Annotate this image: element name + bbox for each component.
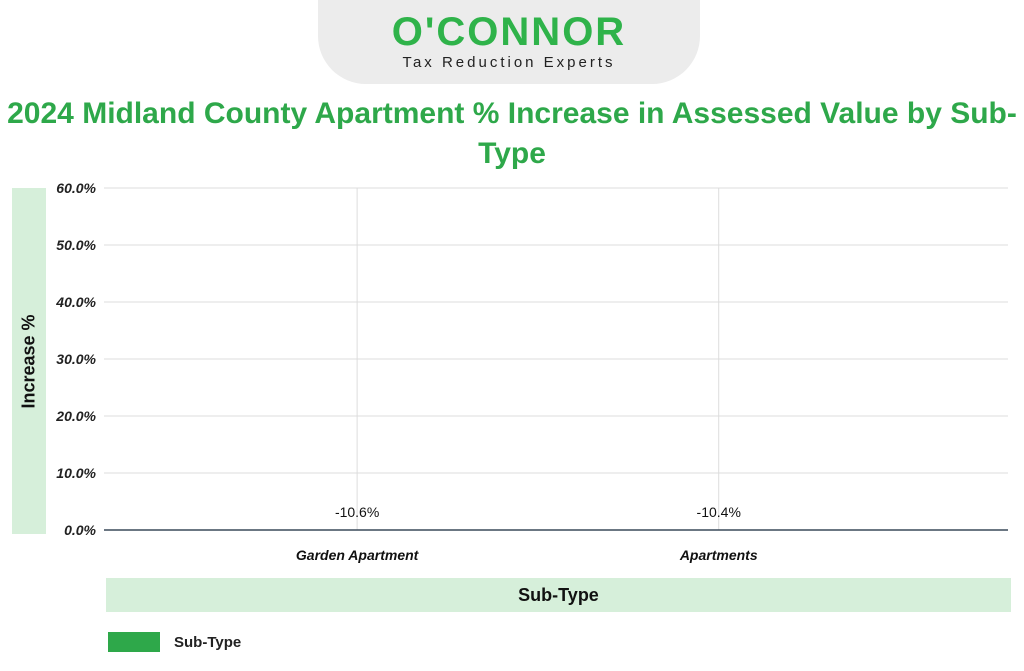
y-axis-band xyxy=(12,188,46,534)
chart-title: 2024 Midland County Apartment % Increase… xyxy=(7,97,1017,170)
x-tick-label: Garden Apartment xyxy=(296,547,420,563)
y-tick-label: 60.0% xyxy=(56,180,96,196)
y-tick-label: 10.0% xyxy=(56,465,96,481)
y-tick-label: 40.0% xyxy=(55,294,96,310)
x-tick-label: Apartments xyxy=(679,547,758,563)
y-tick-label: 0.0% xyxy=(64,522,96,538)
data-label: -10.6% xyxy=(335,504,379,520)
legend: Sub-Type xyxy=(108,632,241,652)
logo-tagline: Tax Reduction Experts xyxy=(402,54,616,71)
y-tick-label: 30.0% xyxy=(56,351,96,367)
logo-banner: O'CONNOR Tax Reduction Experts xyxy=(318,0,700,84)
y-tick-label: 50.0% xyxy=(56,237,96,253)
y-tick-label: 20.0% xyxy=(55,408,96,424)
legend-swatch xyxy=(108,632,160,652)
legend-label: Sub-Type xyxy=(174,633,242,651)
x-axis-label: Sub-Type xyxy=(106,578,1011,612)
data-label: -10.4% xyxy=(697,504,741,520)
logo-wordmark: O'CONNOR xyxy=(391,10,627,54)
